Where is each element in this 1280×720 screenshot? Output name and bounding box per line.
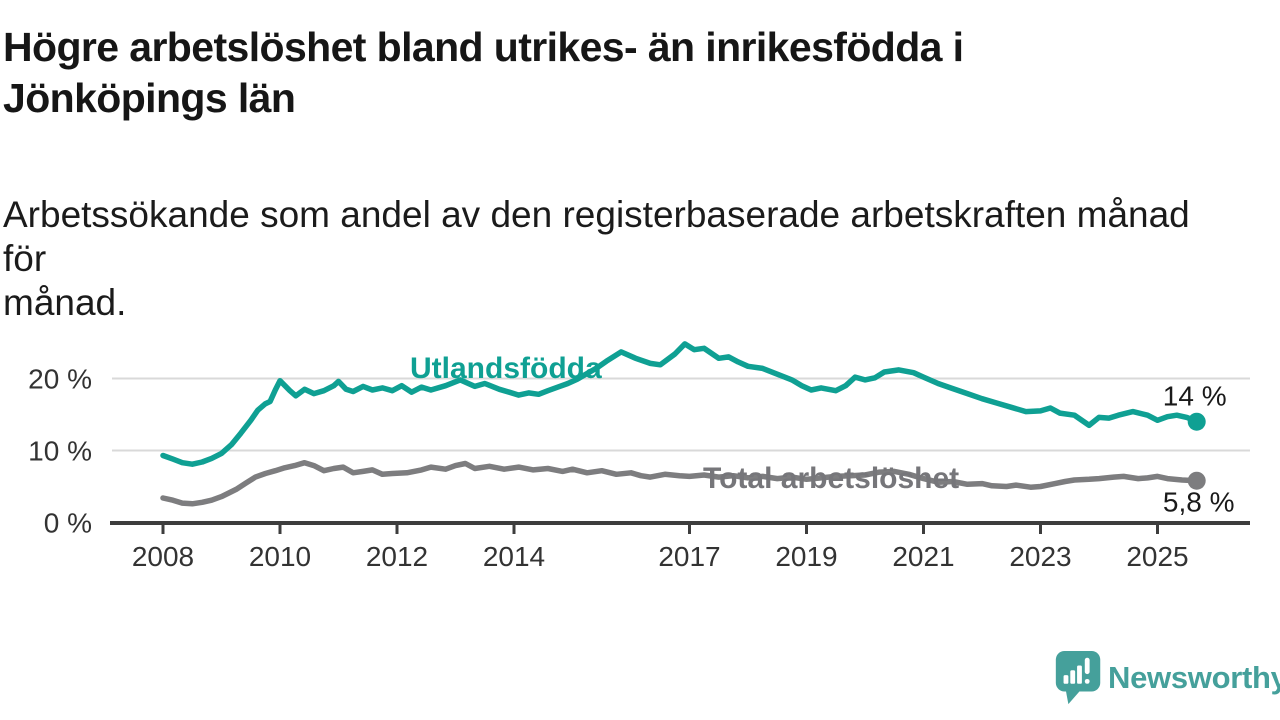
chart-title: Högre arbetslöshet bland utrikes- än inr…	[3, 22, 1223, 124]
x-axis-label-2010: 2010	[249, 541, 311, 572]
chart-title-line-2: Jönköpings län	[3, 75, 296, 121]
chart-subtitle: Arbetssökande som andel av den registerb…	[3, 193, 1243, 325]
logo-exclamation-bar	[1084, 657, 1090, 675]
chart-subtitle-line-2: månad.	[3, 282, 127, 323]
endpoint-dot-total-arbetsloshet	[1187, 471, 1206, 490]
x-axis-label-2008: 2008	[132, 541, 194, 572]
logo-bubble-tail	[1065, 688, 1082, 705]
logo-exclamation-dot	[1084, 678, 1090, 684]
chart-subtitle-line-1: Arbetssökande som andel av den registerb…	[3, 194, 1190, 279]
x-axis-label-2019: 2019	[775, 541, 837, 572]
x-axis-label-2012: 2012	[366, 541, 428, 572]
series-label-total-arbetsloshet: Total arbetslöshet	[703, 462, 959, 495]
logo-bar-3	[1077, 665, 1082, 684]
y-axis-label-10: 10 %	[28, 436, 92, 467]
logo-bar-1	[1063, 675, 1069, 684]
end-value-label-total-arbetsloshet: 5,8 %	[1163, 487, 1235, 518]
x-axis-label-2017: 2017	[658, 541, 720, 572]
newsworthy-logo: Newsworthy	[1054, 648, 1280, 708]
newsworthy-logo-text: Newsworthy	[1108, 660, 1280, 695]
newsworthy-logo-icon	[1055, 650, 1101, 705]
y-axis-label-20: 20 %	[28, 364, 92, 395]
logo-bar-2	[1070, 670, 1076, 684]
x-axis-label-2014: 2014	[483, 541, 545, 572]
chart-plot-area: 0 % 10 % 20 % 2008 2010 2012 2014 2017 2019 2021 2…	[28, 341, 1250, 572]
series-label-utlandsfodda: Utlandsfödda	[410, 352, 602, 385]
end-value-label-utlandsfodda: 14 %	[1163, 381, 1227, 412]
x-axis-label-2025: 2025	[1126, 541, 1188, 572]
x-axis-label-2021: 2021	[892, 541, 954, 572]
x-axis-label-2023: 2023	[1009, 541, 1071, 572]
y-axis-label-0: 0 %	[44, 508, 92, 539]
series-line-utlandsfodda	[160, 341, 1200, 467]
endpoint-dot-utlandsfodda	[1187, 412, 1206, 431]
series-line-total-arbetsloshet	[160, 459, 1200, 507]
chart-title-line-1: Högre arbetslöshet bland utrikes- än inr…	[3, 24, 964, 70]
